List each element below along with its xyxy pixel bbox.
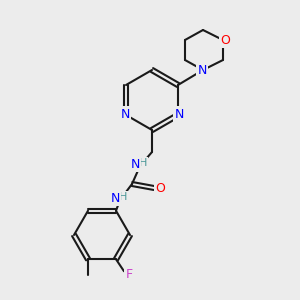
Text: F: F [125,268,133,281]
Text: H: H [119,192,127,202]
Text: N: N [120,107,130,121]
Text: O: O [155,182,165,194]
Text: N: N [197,64,207,77]
Text: H: H [139,158,147,168]
Text: N: N [130,158,140,170]
Text: N: N [174,107,184,121]
Text: O: O [220,34,230,46]
Text: N: N [110,191,120,205]
